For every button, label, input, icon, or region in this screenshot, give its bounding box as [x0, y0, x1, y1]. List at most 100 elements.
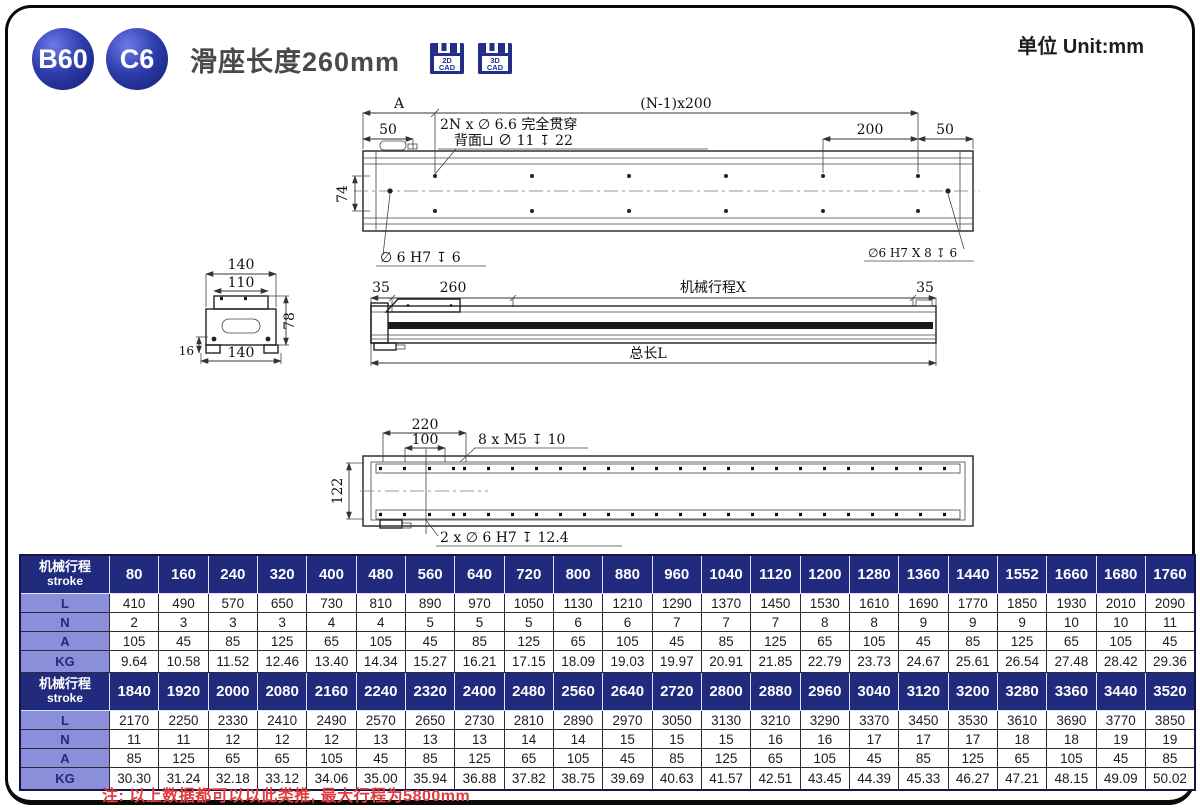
row-label-KG: KG	[19, 767, 110, 791]
cell-L: 3690	[1046, 710, 1097, 730]
cell-A: 105	[355, 631, 406, 651]
dim-100: 100	[412, 432, 439, 448]
dim-110: 110	[228, 275, 255, 291]
top-view-drawing: A (N-1)x200 50 200 50 2N x ∅ 6.6 完全贯穿 背面…	[335, 96, 980, 267]
cell-KG: 15.27	[404, 650, 456, 673]
stroke-value: 1440	[947, 554, 998, 594]
cell-N: 11	[1144, 612, 1196, 632]
table-row-N: N 11 11 12 12 12 13 13 13 14 14 15 15 15 16 16 17 17 17 18 1…	[19, 729, 1196, 749]
stroke-value: 2400	[454, 672, 505, 711]
cell-KG: 39.69	[602, 767, 653, 791]
row-label-A: A	[19, 748, 110, 768]
cell-L: 2090	[1144, 593, 1196, 613]
stroke-value: 1660	[1046, 554, 1097, 594]
cell-A: 125	[454, 748, 505, 768]
cell-N: 13	[355, 729, 406, 749]
stroke-value: 2880	[750, 672, 801, 711]
cell-A: 45	[1144, 631, 1196, 651]
cell-A: 85	[651, 748, 702, 768]
row-label-A: A	[19, 631, 110, 651]
cell-L: 2570	[355, 710, 406, 730]
page-border: B60 C6 滑座长度260mm 2D CAD	[5, 5, 1196, 805]
stroke-value: 2720	[651, 672, 702, 711]
cell-A: 65	[799, 631, 850, 651]
cell-L: 3290	[799, 710, 850, 730]
cell-L: 2250	[158, 710, 209, 730]
cell-L: 730	[306, 593, 357, 613]
stroke-value: 1360	[898, 554, 949, 594]
cad-3d-label-line1: 3D	[490, 56, 500, 65]
dim-74: 74	[335, 185, 351, 203]
cell-N: 3	[256, 612, 308, 632]
dim-pitch: (N-1)x200	[640, 96, 711, 112]
cell-A: 65	[306, 631, 357, 651]
cell-KG: 25.61	[947, 650, 998, 673]
cell-A: 65	[1046, 631, 1097, 651]
cell-N: 4	[355, 612, 406, 632]
cell-KG: 32.18	[207, 767, 258, 791]
cell-A: 85	[404, 748, 456, 768]
stroke-value: 720	[503, 554, 554, 594]
cell-N: 7	[700, 612, 752, 632]
cell-A: 45	[355, 748, 406, 768]
stroke-value: 1280	[848, 554, 900, 594]
cell-A: 105	[306, 748, 357, 768]
cell-N: 3	[207, 612, 258, 632]
cell-KG: 29.36	[1144, 650, 1196, 673]
cell-N: 7	[750, 612, 801, 632]
cell-KG: 43.45	[799, 767, 850, 791]
cell-KG: 31.24	[158, 767, 209, 791]
cell-L: 1290	[651, 593, 702, 613]
cell-L: 890	[404, 593, 456, 613]
cad-2d-download-icon[interactable]: 2D CAD	[428, 42, 466, 76]
cad-3d-download-icon[interactable]: 3D CAD	[476, 42, 514, 76]
series-badge-c6: C6	[106, 28, 168, 90]
cell-L: 2330	[207, 710, 258, 730]
cell-KG: 19.97	[651, 650, 702, 673]
table-row-L: L 410 490 570 650 730 810 890 970 1050 1130 1210 129…	[19, 593, 1196, 613]
stroke-value: 320	[256, 554, 308, 594]
stroke-value: 3040	[848, 672, 900, 711]
cell-KG: 19.03	[602, 650, 653, 673]
cell-KG: 21.85	[750, 650, 801, 673]
cell-L: 490	[158, 593, 209, 613]
dim-260: 260	[440, 280, 467, 296]
table-row-KG: KG 9.64 10.58 11.52 12.46 13.40 14.34 15.27 16.2…	[19, 650, 1196, 673]
bottom-view-drawing: 220 100 8 x M5 ↧ 10 122 2 x ∅ 6 H7 ↧ 12.…	[330, 417, 974, 547]
cell-L: 2010	[1095, 593, 1146, 613]
total-length-label: 总长L	[629, 346, 666, 362]
cell-N: 8	[799, 612, 850, 632]
row-label-KG: KG	[19, 650, 110, 673]
cell-L: 1610	[848, 593, 900, 613]
callout-holes-line1: 2N x ∅ 6.6 完全贯穿	[440, 116, 577, 133]
cell-A: 65	[256, 748, 308, 768]
cell-KG: 48.15	[1046, 767, 1097, 791]
cell-KG: 33.12	[256, 767, 308, 791]
cell-KG: 17.15	[503, 650, 554, 673]
cell-KG: 18.09	[552, 650, 604, 673]
dim-50-right: 50	[936, 122, 954, 138]
cell-N: 11	[108, 729, 160, 749]
stroke-value: 2800	[700, 672, 752, 711]
cell-L: 1930	[1046, 593, 1097, 613]
cell-A: 65	[207, 748, 258, 768]
stroke-value: 2560	[552, 672, 604, 711]
cell-KG: 16.21	[454, 650, 505, 673]
cell-KG: 20.91	[700, 650, 752, 673]
cell-N: 16	[750, 729, 801, 749]
row-label-L: L	[19, 593, 110, 613]
cell-A: 125	[158, 748, 209, 768]
cell-KG: 27.48	[1046, 650, 1097, 673]
cell-N: 12	[306, 729, 357, 749]
cell-N: 6	[552, 612, 604, 632]
cell-N: 17	[848, 729, 900, 749]
cell-KG: 9.64	[108, 650, 160, 673]
callout-pin-left: ∅ 6 H7 ↧ 6	[380, 250, 461, 266]
unit-label: 单位 Unit:mm	[1017, 36, 1144, 58]
cell-KG: 50.02	[1144, 767, 1196, 791]
cell-KG: 37.82	[503, 767, 554, 791]
dim-140-top: 140	[228, 257, 255, 273]
cell-A: 125	[996, 631, 1048, 651]
cell-L: 1450	[750, 593, 801, 613]
cell-N: 9	[996, 612, 1048, 632]
